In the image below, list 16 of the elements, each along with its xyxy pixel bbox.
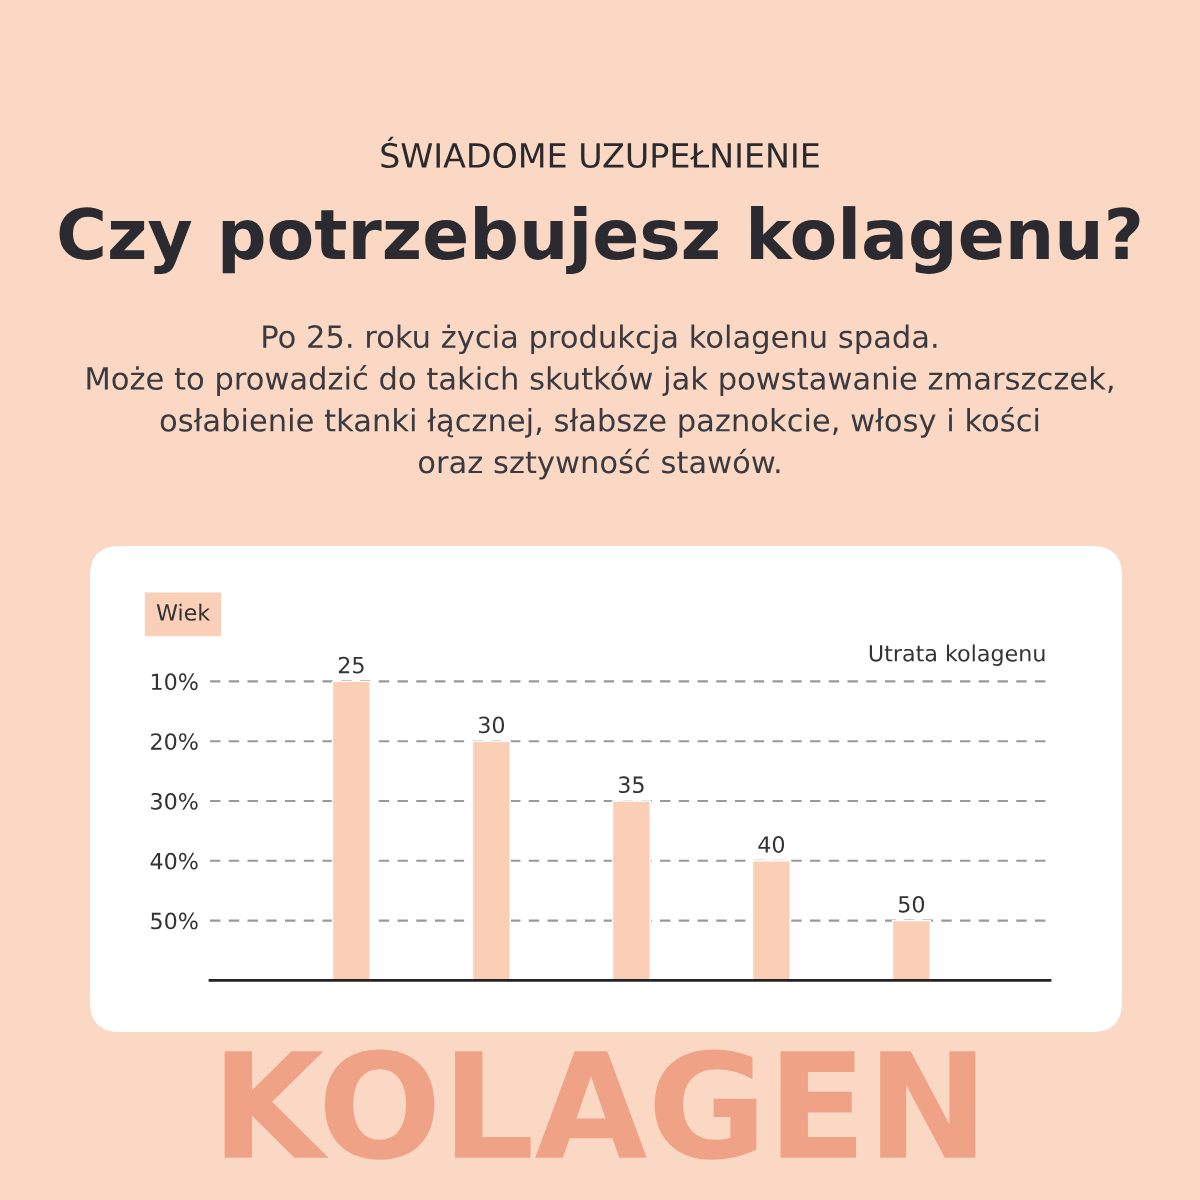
x-tick-label: 30 [478, 716, 505, 734]
y-axis-title: Utrata kolagenu [869, 644, 1045, 666]
x-tick-label: 35 [618, 776, 644, 794]
text: ŚWIADOME UZUPEŁNIENIE [381, 136, 819, 169]
x-tick-label: 50 [898, 895, 925, 913]
y-tick-label: 10% [151, 673, 198, 691]
text: KOLAGEN [224, 1049, 976, 1160]
chart-subtitle: Po 25. roku życia produkcja kolagenu spada. Może to prowadzić do takich skutków jak powstawanie zmarszczek, osłabienie tkanki łącznej, słabsze paznokcie, włosy i kości oraz sztywność stawów. [87, 324, 1113, 480]
y-tick-label: 30% [151, 792, 198, 810]
y-tick-label: 20% [151, 733, 198, 750]
x-tick-label: 25 [338, 656, 364, 674]
chart-title: Czy potrzebujesz kolagenu? [59, 206, 1140, 274]
x-axis-title: Wiek [156, 603, 211, 621]
y-tick-label: 50% [151, 912, 198, 930]
y-tick-label: 40% [150, 852, 198, 870]
x-tick-label: 40 [758, 836, 785, 853]
